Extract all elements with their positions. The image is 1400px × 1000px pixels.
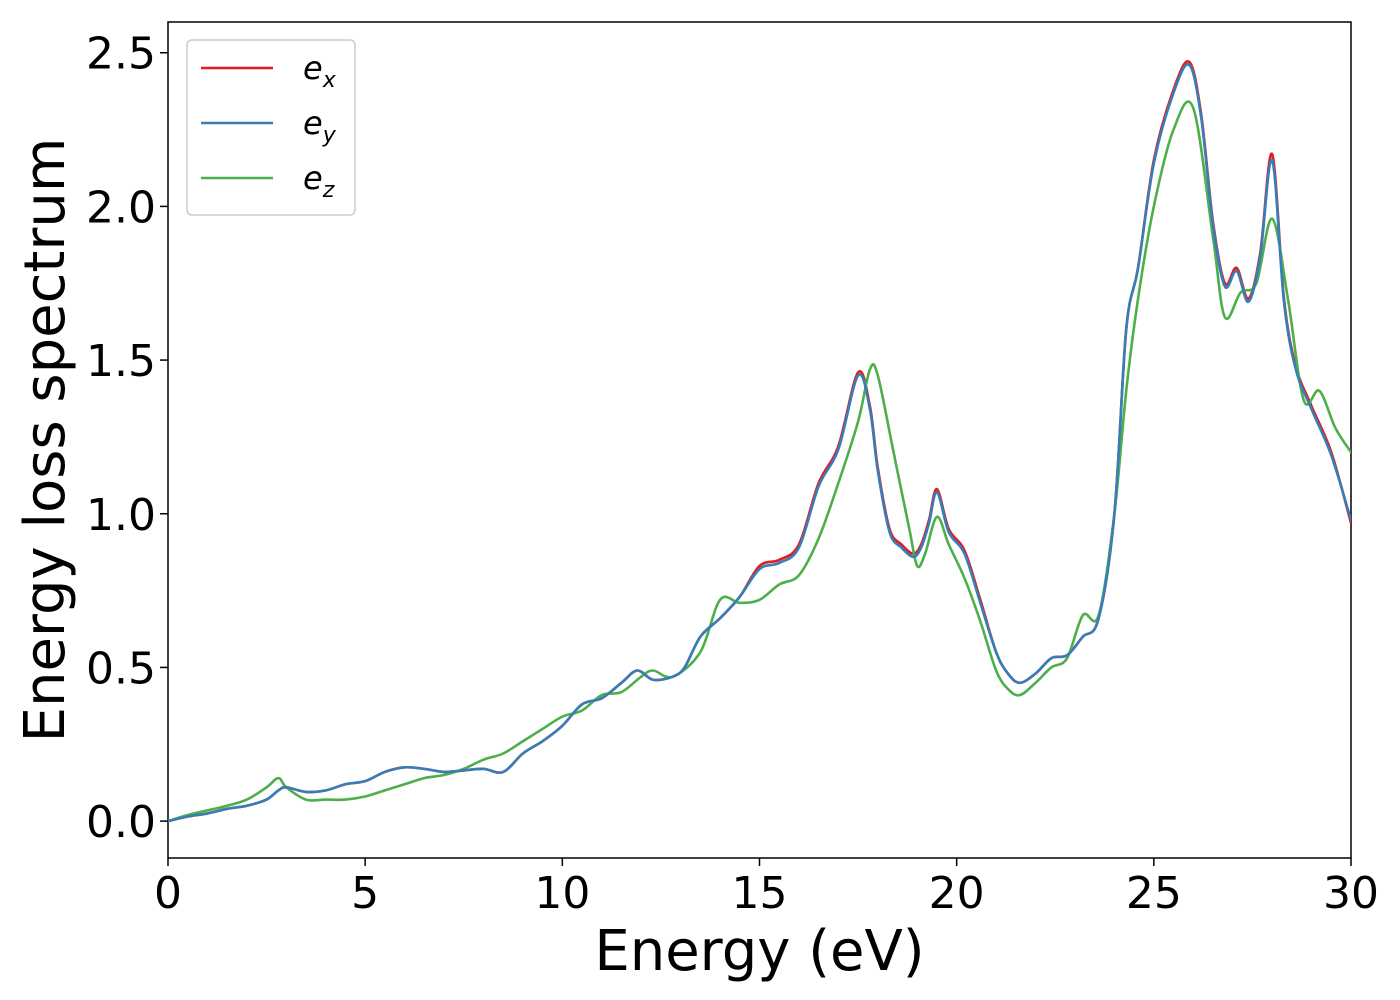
y-axis: 0.0 0.5 1.0 1.5 2.0 2.5 — [86, 29, 168, 848]
legend: ex ey ez — [186, 39, 356, 216]
x-tick-label: 25 — [1126, 868, 1182, 919]
x-tick-label: 20 — [929, 868, 985, 919]
x-tick-label: 10 — [534, 868, 590, 919]
x-tick-label: 30 — [1323, 868, 1379, 919]
legend-label: ex — [303, 49, 337, 93]
series-line-e-z — [168, 100, 1351, 823]
series-line-e-y — [168, 63, 1351, 823]
legend-box — [186, 39, 356, 216]
x-axis-title: Energy (eV) — [594, 919, 924, 984]
x-tick-label: 15 — [732, 868, 788, 919]
x-tick-label: 0 — [154, 868, 182, 919]
y-tick-label: 1.0 — [86, 490, 156, 541]
y-axis-title: Energy loss spectrum — [13, 138, 78, 743]
y-tick-label: 1.5 — [86, 336, 156, 387]
legend-label: ez — [303, 159, 335, 203]
y-tick-label: 2.0 — [86, 182, 156, 233]
y-tick-label: 2.5 — [86, 29, 156, 80]
x-tick-label: 5 — [351, 868, 379, 919]
y-tick-label: 0.0 — [86, 797, 156, 848]
series-layer — [168, 59, 1351, 823]
legend-label: ey — [303, 104, 337, 148]
y-tick-label: 0.5 — [86, 643, 156, 694]
x-axis: 0 5 10 15 20 25 30 — [154, 858, 1379, 919]
